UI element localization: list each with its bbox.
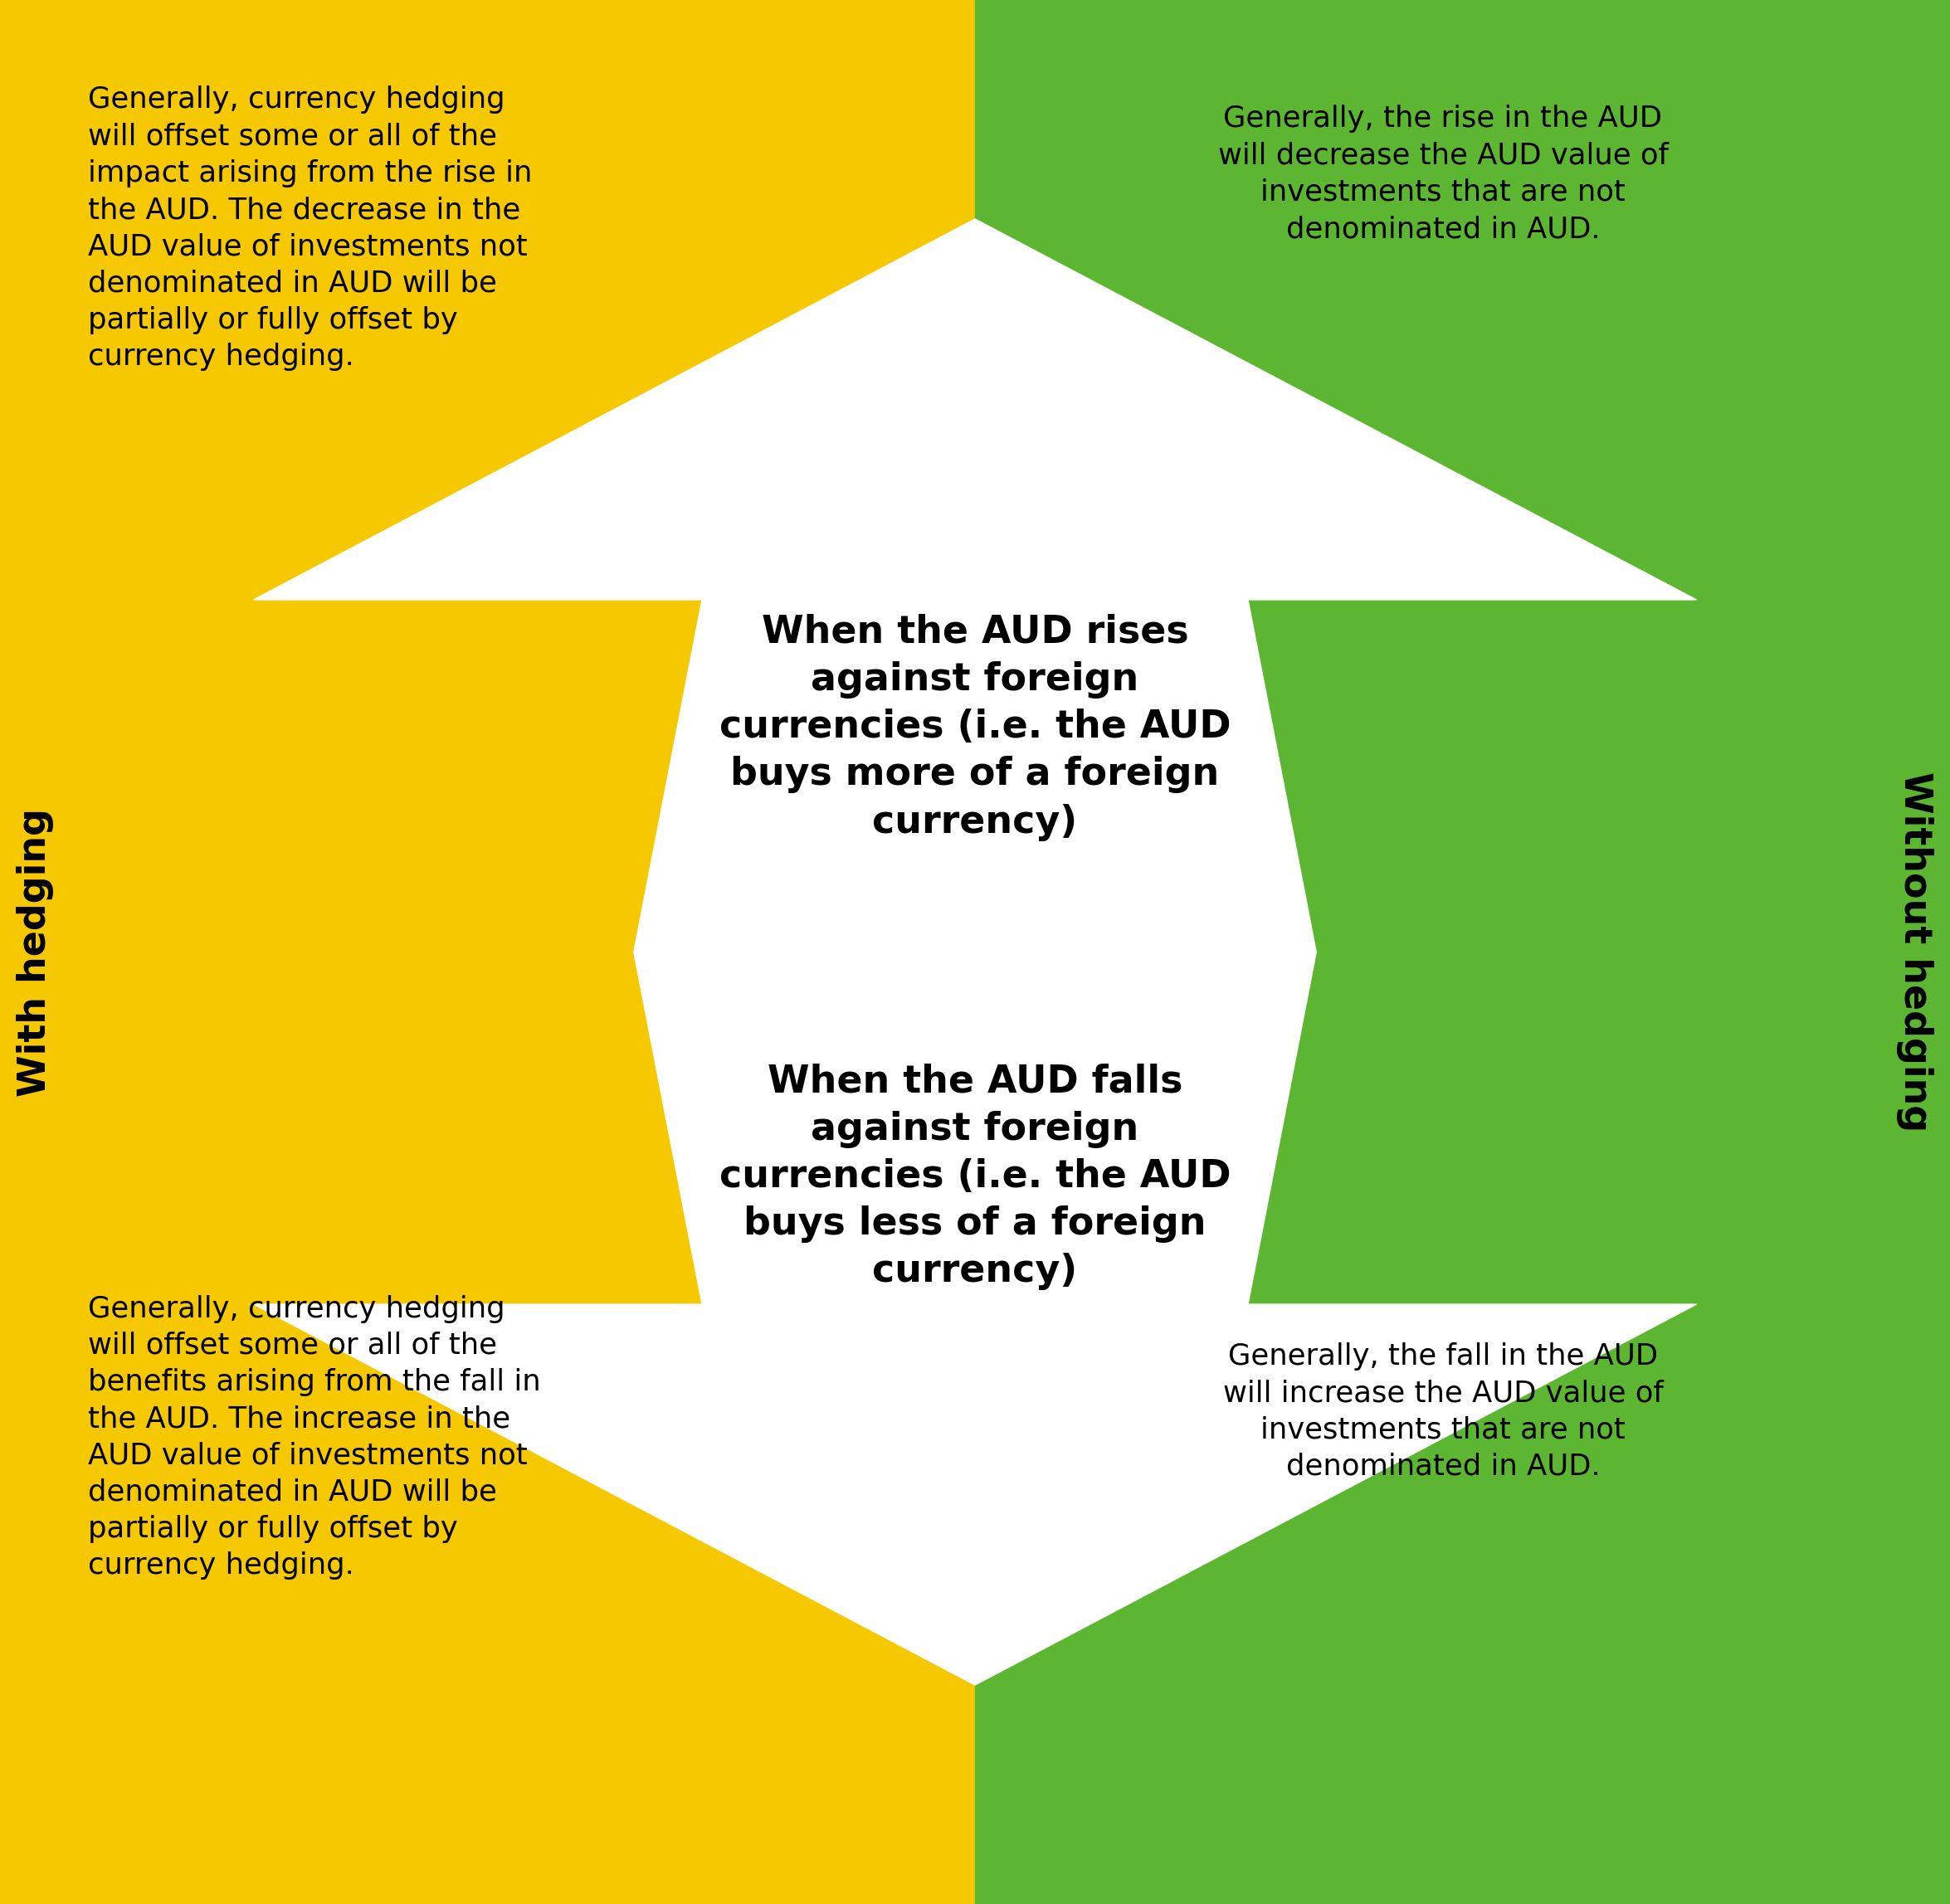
Text: When the AUD falls
against foreign
currencies (i.e. the AUD
buys less of a forei: When the AUD falls against foreign curre… [720,1062,1230,1291]
Text: Generally, currency hedging
will offset some or all of the
benefits arising from: Generally, currency hedging will offset … [88,1295,540,1580]
Bar [975,952,1950,1904]
Bar [0,0,975,952]
Text: With hedging: With hedging [16,807,55,1097]
Bar [0,952,975,1904]
Bar [975,0,1950,952]
Text: When the AUD rises
against foreign
currencies (i.e. the AUD
buys more of a forei: When the AUD rises against foreign curre… [720,613,1230,842]
Text: Without hedging: Without hedging [1895,771,1934,1133]
Text: Generally, currency hedging
will offset some or all of the
impact arising from t: Generally, currency hedging will offset … [88,86,532,371]
Text: Generally, the fall in the AUD
will increase the AUD value of
investments that a: Generally, the fall in the AUD will incr… [1223,1342,1663,1481]
Text: Generally, the rise in the AUD
will decrease the AUD value of
investments that a: Generally, the rise in the AUD will decr… [1217,105,1669,244]
Polygon shape [254,219,1696,1685]
